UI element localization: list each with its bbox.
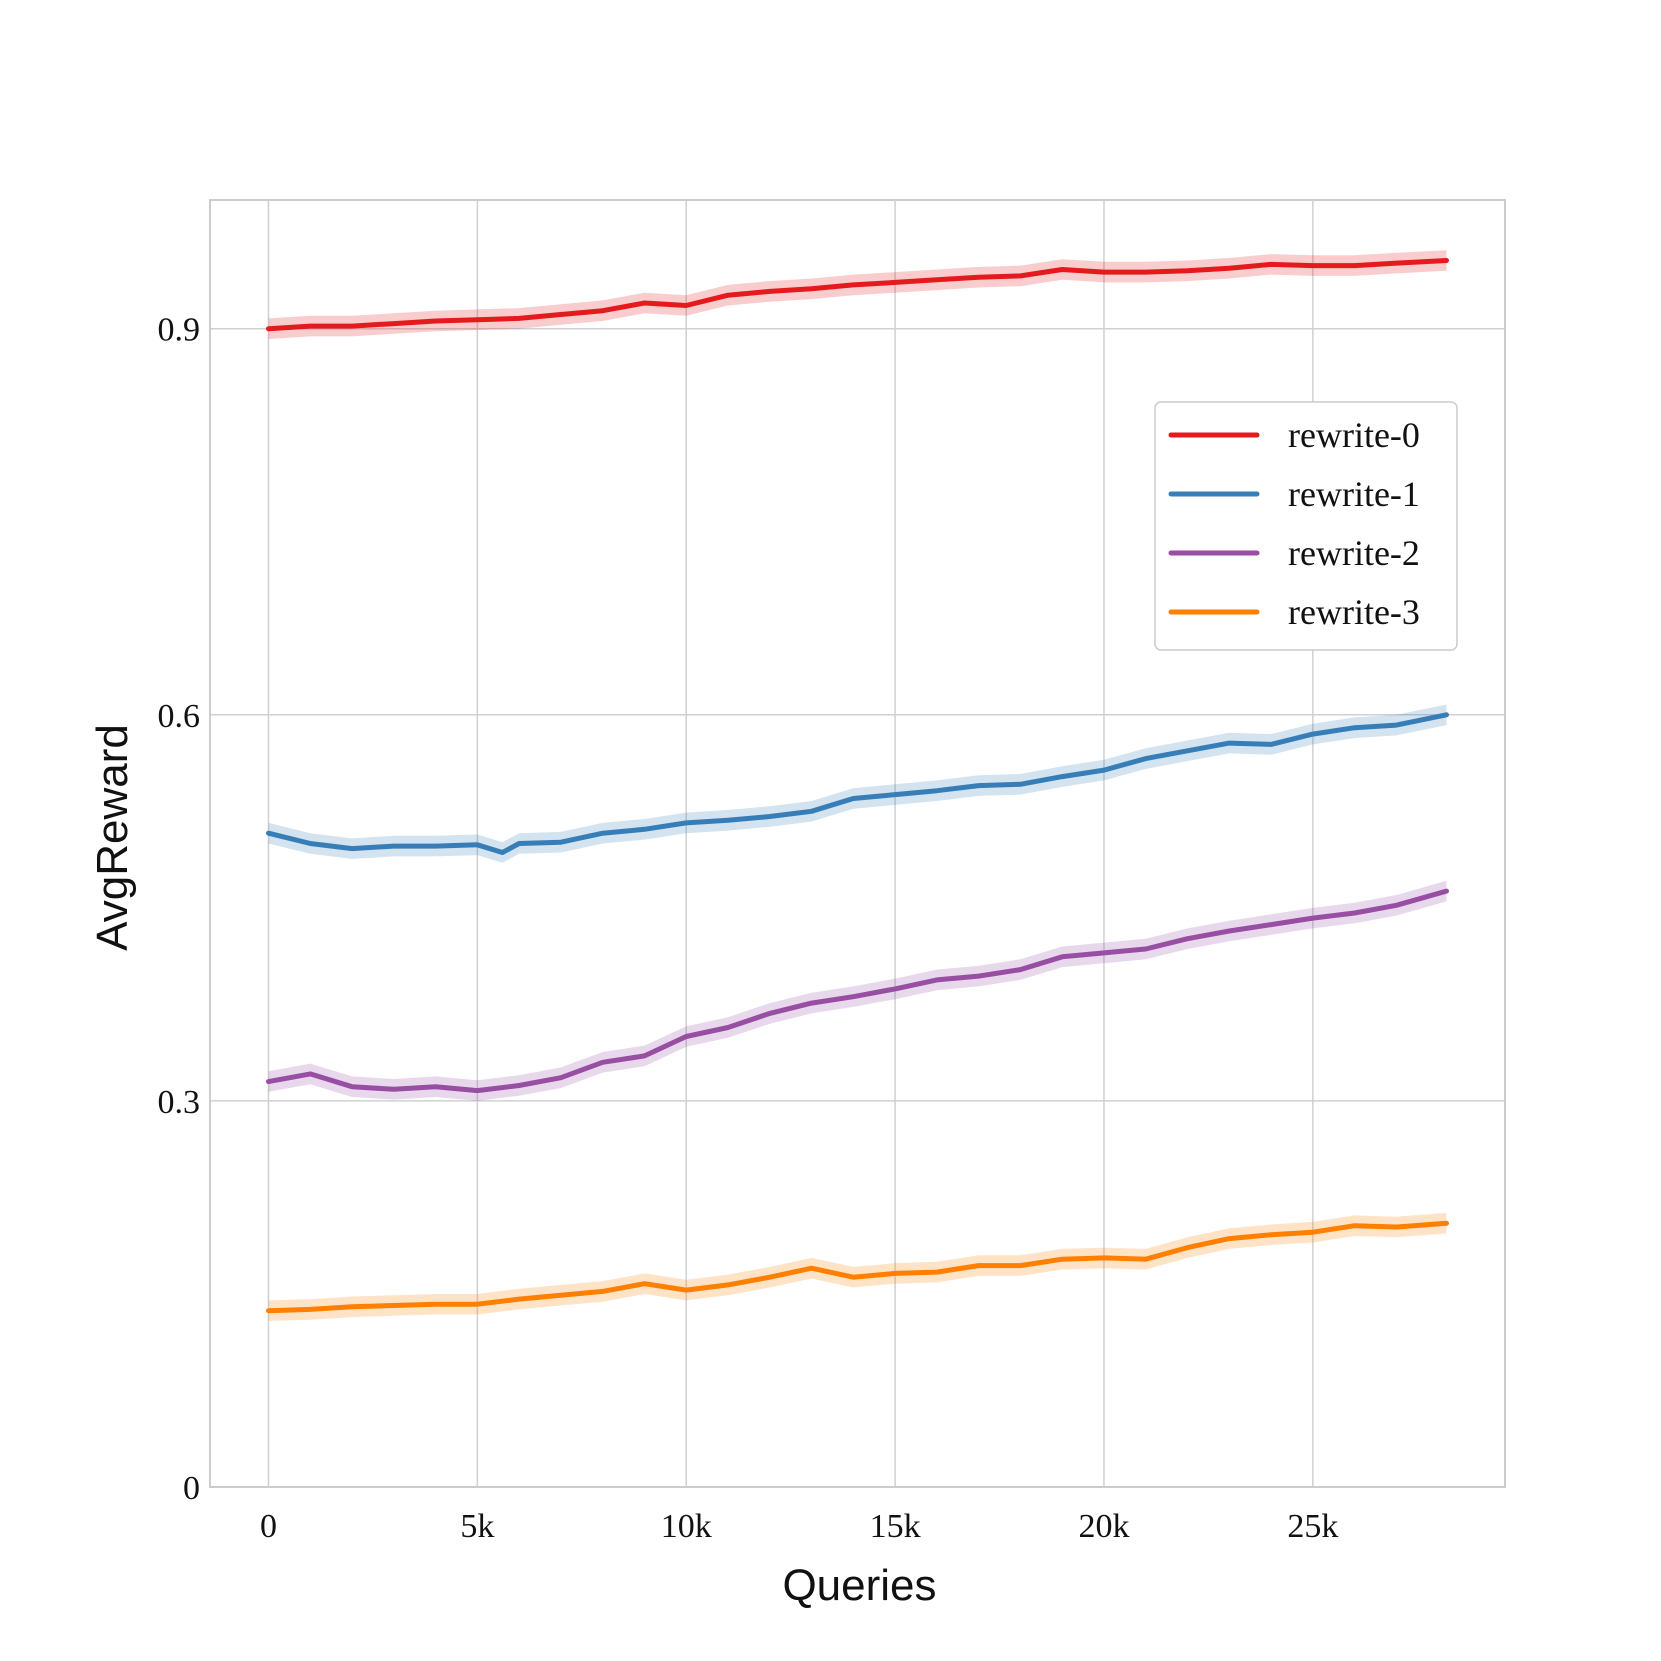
band-rewrite-2 xyxy=(268,880,1447,1101)
x-tick-label: 0 xyxy=(260,1508,277,1545)
x-tick-label: 5k xyxy=(460,1508,494,1545)
legend-label-rewrite-2: rewrite-2 xyxy=(1288,533,1420,573)
y-tick-label: 0.9 xyxy=(158,312,201,349)
x-axis-title: Queries xyxy=(782,1561,936,1610)
legend-box xyxy=(1154,401,1458,651)
y-tick-label: 0 xyxy=(183,1470,200,1507)
x-tick-label: 15k xyxy=(870,1508,921,1545)
legend-label-rewrite-3: rewrite-3 xyxy=(1288,592,1420,632)
x-tick-label: 10k xyxy=(661,1508,712,1545)
y-axis-ticks: 0 0.3 0.6 0.9 xyxy=(158,312,201,1507)
series-lines xyxy=(266,258,1449,1314)
line-rewrite-1 xyxy=(266,712,1449,855)
x-axis-ticks: 0 5k 10k 15k 20k 25k xyxy=(260,1508,1338,1545)
legend: rewrite-0 rewrite-1 rewrite-2 rewrite-3 xyxy=(1154,401,1458,651)
y-axis-title: AvgReward xyxy=(88,724,137,951)
x-tick-label: 20k xyxy=(1078,1508,1129,1545)
line-rewrite-2 xyxy=(266,888,1449,1094)
legend-items: rewrite-0 rewrite-1 rewrite-2 rewrite-3 xyxy=(1168,415,1420,632)
y-tick-label: 0.3 xyxy=(158,1084,201,1121)
plot-frame xyxy=(209,199,1506,1488)
legend-label-rewrite-0: rewrite-0 xyxy=(1288,415,1420,455)
legend-label-rewrite-1: rewrite-1 xyxy=(1288,474,1420,514)
line-rewrite-3 xyxy=(266,1220,1449,1314)
line-rewrite-0 xyxy=(266,258,1449,332)
y-tick-label: 0.6 xyxy=(158,698,201,735)
x-tick-label: 25k xyxy=(1287,1508,1338,1545)
